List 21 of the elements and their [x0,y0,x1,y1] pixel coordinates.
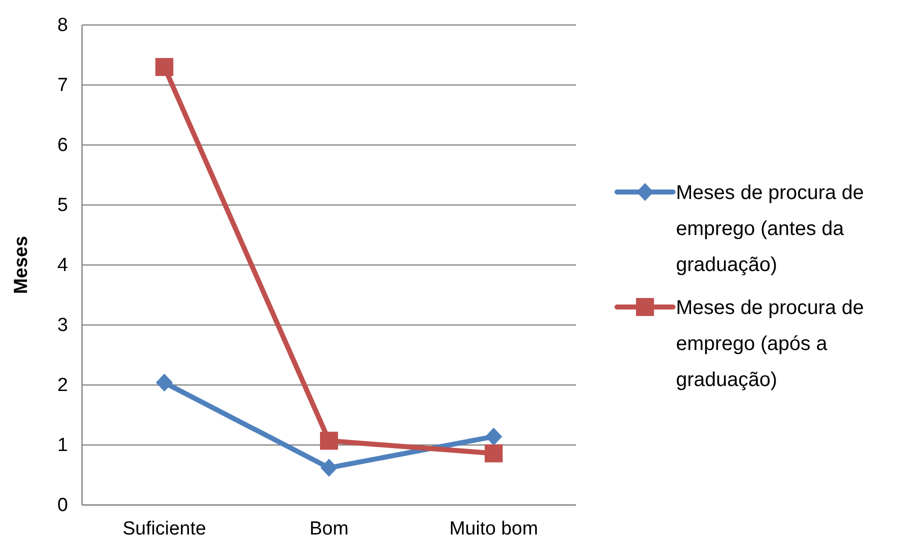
point [156,374,173,392]
y-tick-label: 5 [57,195,68,216]
y-tick-label: 2 [57,375,68,396]
x-tick-label: Suficiente [122,518,206,540]
y-tick-label: 0 [57,495,68,516]
legend-label: Meses de procura de emprego (antes da graduação) [676,182,864,276]
y-tick-label: 1 [57,435,68,456]
y-tick-label: 3 [57,315,68,336]
y-axis-title: Meses [11,236,32,294]
y-tick-label: 7 [57,75,68,96]
point [485,428,502,446]
point [155,58,174,76]
x-tick-label: Bom [309,518,349,540]
legend-label: Meses de procura de emprego (após a graduação) [676,297,864,391]
point [320,458,338,477]
point [320,432,338,450]
point [484,444,503,462]
y-tick-label: 4 [57,255,68,276]
y-tick-label: 6 [57,135,68,156]
x-tick-label: Muito bom [449,518,538,540]
y-tick-label: 8 [57,15,68,36]
